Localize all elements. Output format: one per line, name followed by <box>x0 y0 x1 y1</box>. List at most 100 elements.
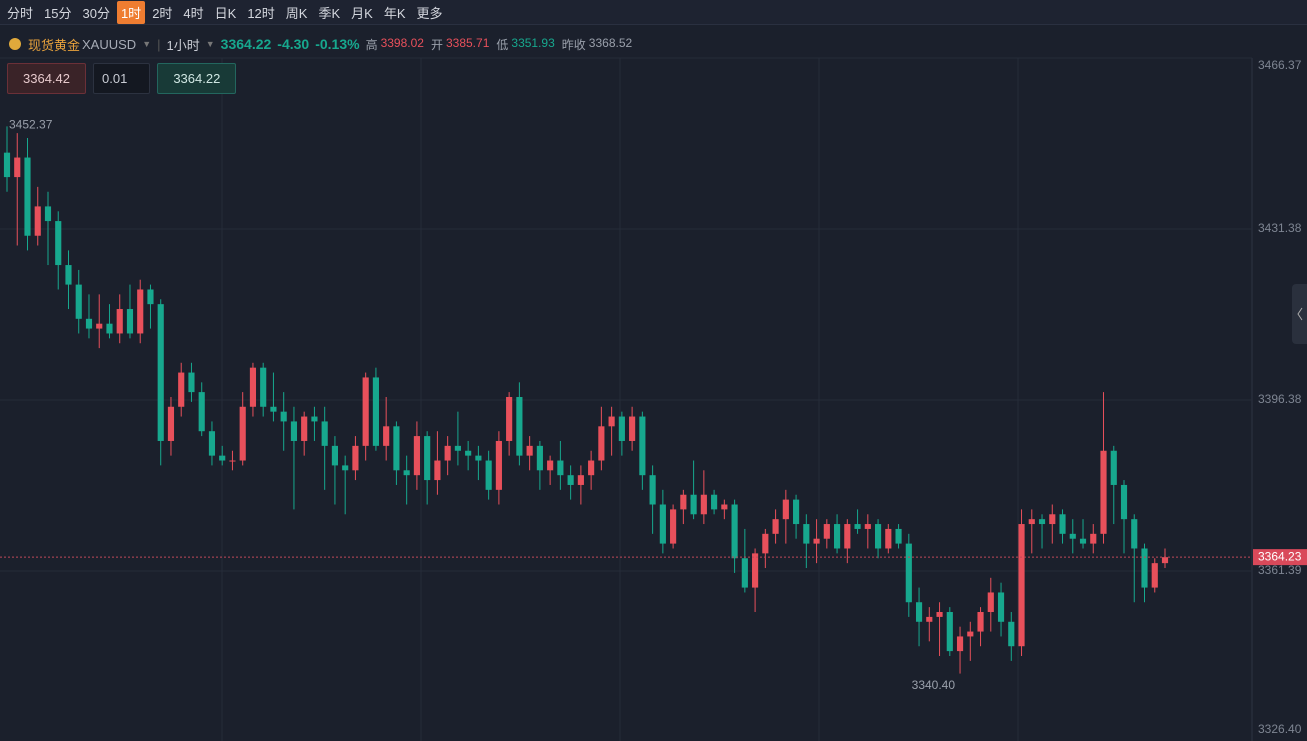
more-menu[interactable]: 更多 <box>416 5 443 21</box>
interval-tab[interactable]: 年K <box>383 5 406 21</box>
candle-body <box>301 416 308 441</box>
stat-label: 开 <box>430 37 443 52</box>
interval-tab[interactable]: 季K <box>318 5 341 21</box>
candle-body <box>905 543 912 603</box>
y-tick-label: 3326.40 <box>1258 722 1302 736</box>
change: -4.30 <box>277 36 310 52</box>
candle-body <box>588 460 595 476</box>
candle-body <box>352 445 359 471</box>
candle-body <box>311 416 318 422</box>
candle-body <box>249 367 257 407</box>
interval[interactable]: 1小时 <box>166 37 200 53</box>
candle-body <box>629 416 636 441</box>
candle-body <box>823 524 830 539</box>
candle-body <box>1079 538 1087 544</box>
stat-value: 3368.52 <box>588 35 633 50</box>
candle-body <box>874 524 882 549</box>
interval-tab[interactable]: 12时 <box>247 5 275 21</box>
high-label: 3452.37 <box>9 118 53 132</box>
panel-toggle[interactable] <box>1292 284 1307 344</box>
interval-tab[interactable]: 2时 <box>152 5 173 21</box>
quantity[interactable]: 0.01 <box>93 63 151 94</box>
candle-body <box>362 377 369 446</box>
candle-body <box>475 455 482 461</box>
order-panel: 3364.42 0.01 3364.22 <box>7 63 237 94</box>
candle-body <box>157 304 164 441</box>
last-price-tag-bg <box>1253 549 1307 566</box>
candle-body <box>782 499 789 520</box>
candle-body <box>372 377 379 446</box>
interval-tab[interactable]: 1时 <box>116 0 146 24</box>
candle-body <box>721 504 728 510</box>
candle-body <box>803 524 810 544</box>
dropdown[interactable]: ▼ <box>205 39 215 49</box>
interval-tab[interactable]: 分时 <box>7 5 34 21</box>
candle-body <box>567 475 574 485</box>
candle-body <box>65 265 72 285</box>
candle-body <box>167 406 175 441</box>
candle-body <box>1131 519 1138 549</box>
candle-body <box>1161 557 1169 564</box>
candle-body <box>946 612 953 652</box>
candle-body <box>1038 519 1046 525</box>
candle-body <box>618 416 625 441</box>
candle-body <box>833 524 841 549</box>
interval-tab[interactable]: 15分 <box>44 5 72 21</box>
y-tick-label: 3431.38 <box>1258 221 1302 235</box>
candle-body <box>413 436 420 476</box>
candle-body <box>116 309 123 334</box>
candle-body <box>885 528 892 549</box>
candle-body <box>290 421 298 441</box>
candle-body <box>844 524 851 549</box>
stat-label: 高 <box>365 37 378 52</box>
candle-body <box>96 323 103 329</box>
candle-body <box>24 157 31 236</box>
candle-body <box>34 206 41 236</box>
candle-body <box>670 509 677 544</box>
candle-body <box>342 465 349 471</box>
candle-body <box>793 499 800 525</box>
stat-value: 3385.71 <box>445 35 490 50</box>
candle-body <box>854 524 861 529</box>
interval-tab[interactable]: 月K <box>351 5 373 21</box>
candle-body <box>659 504 666 544</box>
candle-body <box>260 367 267 407</box>
symbol-code[interactable]: XAUUSD <box>82 36 137 52</box>
candle-body <box>434 460 441 481</box>
symbol-name[interactable]: 现货黄金 <box>28 37 81 53</box>
dropdown[interactable]: ▼ <box>142 39 152 49</box>
candle-body <box>44 206 52 222</box>
interval-tab[interactable]: 周K <box>285 5 308 21</box>
candle-body <box>239 406 246 461</box>
stat-value: 3351.93 <box>511 35 555 50</box>
candle-body <box>495 440 502 490</box>
candle-body <box>383 426 390 446</box>
stat-label: 低 <box>496 37 509 52</box>
candle-body <box>1100 450 1107 534</box>
candle-body <box>444 445 451 461</box>
low-label: 3340.40 <box>912 678 956 692</box>
sell-price[interactable]: 3364.42 <box>7 63 86 94</box>
interval-tab[interactable]: 4时 <box>183 5 204 21</box>
toolbar: 分时 15分 30分 1时 2时 4时 日K 12时 周K 季K 月K 年K 更多 <box>0 0 1307 25</box>
candle-body <box>1110 450 1117 485</box>
candle-body <box>516 396 523 456</box>
candle-body <box>1028 519 1035 525</box>
candle-body <box>1151 563 1158 588</box>
candle-body <box>711 494 718 510</box>
buy-price[interactable]: 3364.22 <box>157 63 237 94</box>
candle-body <box>690 494 697 515</box>
y-tick-label: 3466.37 <box>1258 58 1302 72</box>
candle-body <box>393 426 400 471</box>
last-price-tag: 3364.23 <box>1258 549 1302 563</box>
candle-body <box>424 436 431 481</box>
candle-body <box>649 475 656 505</box>
symbol-header: 现货黄金 XAUUSD ▼ | 1小时 ▼ 3364.22 -4.30 -0.1… <box>0 32 636 56</box>
candle-body <box>813 538 820 544</box>
candle-body <box>956 636 964 652</box>
candle-body <box>536 445 543 471</box>
candle-body <box>454 445 461 451</box>
interval-tab[interactable]: 日K <box>214 5 237 21</box>
interval-tab[interactable]: 30分 <box>82 5 110 21</box>
